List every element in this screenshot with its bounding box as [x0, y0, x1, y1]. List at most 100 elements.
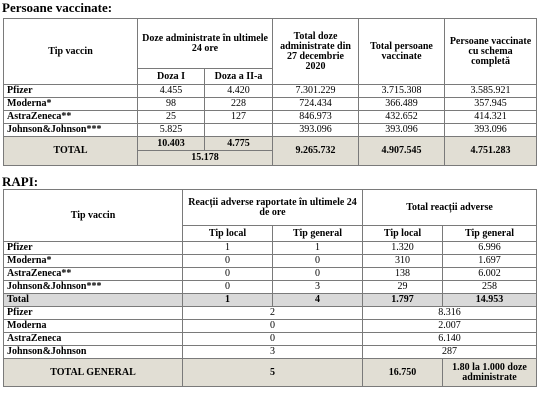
grand-total-value: 16.750	[362, 358, 444, 387]
vaccine-name: AstraZeneca**	[3, 267, 183, 281]
vaccine-name: AstraZeneca	[3, 332, 183, 346]
rapi-total-general: 14.953	[442, 293, 538, 307]
sum-total-value: 6.140	[362, 332, 538, 346]
general-total-value: 1.697	[442, 254, 538, 268]
rapi-total-general-24h: 4	[271, 293, 364, 307]
total-doze: 9.265.732	[272, 136, 360, 166]
rapi-total-label: Total	[3, 293, 183, 307]
general-24h-value: 0	[271, 254, 364, 268]
local-total-value: 1.320	[362, 241, 444, 255]
total-doza2: 4.775	[203, 136, 274, 151]
header-doze-24h: Doze administrate în ultimele 24 ore	[136, 18, 274, 69]
table-row: Pfizer 1 1 1.320 6.996	[3, 241, 538, 255]
header-tip-vaccin: Tip vaccin	[3, 18, 138, 85]
total-label: TOTAL	[3, 136, 138, 166]
sum-total-value: 2.007	[362, 319, 538, 333]
vaccine-name: Moderna*	[3, 254, 183, 268]
total-persoane-value: 393.096	[358, 123, 446, 137]
total-row: TOTAL 10.403 4.775 9.265.732 4.907.545 4…	[3, 136, 538, 166]
vaccinated-section-title: Persoane vaccinate:	[2, 0, 113, 15]
total-persoane-value: 432.652	[358, 110, 446, 124]
rapi-header-general-total: Tip general	[442, 225, 538, 242]
vaccine-name: Pfizer	[3, 241, 183, 255]
sum-row: Moderna 0 2.007	[3, 319, 538, 333]
rapi-total-local-24h: 1	[182, 293, 273, 307]
rapi-header-local-total: Tip local	[362, 225, 444, 242]
grand-total-rate: 1.80 la 1.000 doze administrate	[442, 358, 538, 387]
header-doza1: Doza I	[137, 68, 205, 85]
vaccine-name: Johnson&Johnson***	[3, 280, 183, 294]
sum-total-value: 8.316	[362, 306, 538, 320]
table-row: AstraZeneca** 0 0 138 6.002	[3, 267, 538, 281]
total-persoane-value: 366.489	[358, 97, 446, 111]
grand-total-24h: 5	[181, 358, 364, 387]
total-doza1: 10.403	[137, 136, 205, 151]
vaccine-name: AstraZeneca**	[3, 110, 138, 124]
table-row: AstraZeneca** 25 127 846.973 432.652 414…	[3, 110, 538, 124]
vaccine-name: Johnson&Johnson***	[3, 123, 138, 137]
table-row: Johnson&Johnson*** 5.825 393.096 393.096…	[3, 123, 538, 137]
table-row: Moderna* 0 0 310 1.697	[3, 254, 538, 268]
sum-24h-value: 0	[181, 332, 364, 346]
rapi-header-local-24h: Tip local	[182, 225, 273, 242]
local-24h-value: 0	[182, 254, 273, 268]
schema-completa-value: 3.585.921	[444, 84, 538, 98]
total-persoane-value: 3.715.308	[358, 84, 446, 98]
sum-total-value: 287	[362, 345, 538, 359]
local-24h-value: 0	[182, 280, 273, 294]
general-total-value: 258	[442, 280, 538, 294]
sum-row: Johnson&Johnson 3 287	[3, 345, 538, 359]
table-row: Moderna* 98 228 724.434 366.489 357.945	[3, 97, 538, 111]
general-24h-value: 1	[271, 241, 364, 255]
vaccine-name: Moderna*	[3, 97, 138, 111]
schema-completa-value: 393.096	[444, 123, 538, 137]
grand-total-row: TOTAL GENERAL 5 16.750 1.80 la 1.000 doz…	[3, 358, 538, 387]
total-doze-value: 7.301.229	[272, 84, 360, 98]
local-total-value: 310	[362, 254, 444, 268]
rapi-total-row: Total 1 4 1.797 14.953	[3, 293, 538, 307]
doza1-value: 25	[137, 110, 205, 124]
table-row: Johnson&Johnson*** 0 3 29 258	[3, 280, 538, 294]
rapi-header-total-reactii: Total reacții adverse	[362, 189, 538, 226]
vaccine-name: Moderna	[3, 319, 183, 333]
rapi-header-reactii-24h: Reacții adverse raportate în ultimele 24…	[181, 189, 364, 226]
doza2-value: 4.420	[203, 84, 274, 98]
vaccine-name: Pfizer	[3, 84, 138, 98]
sum-24h-value: 2	[181, 306, 364, 320]
total-doze-24h-sum: 15.178	[136, 150, 274, 166]
doza1-value: 4.455	[137, 84, 205, 98]
rapi-section-title: RAPI:	[2, 174, 39, 189]
header-total-persoane: Total persoane vaccinate	[358, 18, 446, 85]
sum-24h-value: 3	[181, 345, 364, 359]
sum-row: AstraZeneca 0 6.140	[3, 332, 538, 346]
total-schema-completa: 4.751.283	[444, 136, 538, 166]
grand-total-label: TOTAL GENERAL	[3, 358, 183, 387]
sum-row: Pfizer 2 8.316	[3, 306, 538, 320]
local-24h-value: 0	[182, 267, 273, 281]
total-doze-value: 393.096	[272, 123, 360, 137]
header-schema-completa: Persoane vaccinate cu schema completă	[444, 18, 538, 85]
general-24h-value: 0	[271, 267, 364, 281]
sum-24h-value: 0	[181, 319, 364, 333]
doza1-value: 98	[137, 97, 205, 111]
rapi-header-tip-vaccin: Tip vaccin	[3, 189, 183, 242]
local-24h-value: 1	[182, 241, 273, 255]
doza1-value: 5.825	[137, 123, 205, 137]
doza2-value: 228	[203, 97, 274, 111]
table-row: Pfizer 4.455 4.420 7.301.229 3.715.308 3…	[3, 84, 538, 98]
rapi-header-general-24h: Tip general	[271, 225, 364, 242]
local-total-value: 138	[362, 267, 444, 281]
doza2-value	[203, 123, 274, 137]
vaccine-name: Pfizer	[3, 306, 183, 320]
header-total-doze: Total doze administrate din 27 decembrie…	[272, 18, 360, 85]
vaccine-name: Johnson&Johnson	[3, 345, 183, 359]
schema-completa-value: 357.945	[444, 97, 538, 111]
general-total-value: 6.996	[442, 241, 538, 255]
header-doza2: Doza a II-a	[203, 68, 274, 85]
doza2-value: 127	[203, 110, 274, 124]
total-doze-value: 724.434	[272, 97, 360, 111]
general-24h-value: 3	[271, 280, 364, 294]
general-total-value: 6.002	[442, 267, 538, 281]
local-total-value: 29	[362, 280, 444, 294]
schema-completa-value: 414.321	[444, 110, 538, 124]
